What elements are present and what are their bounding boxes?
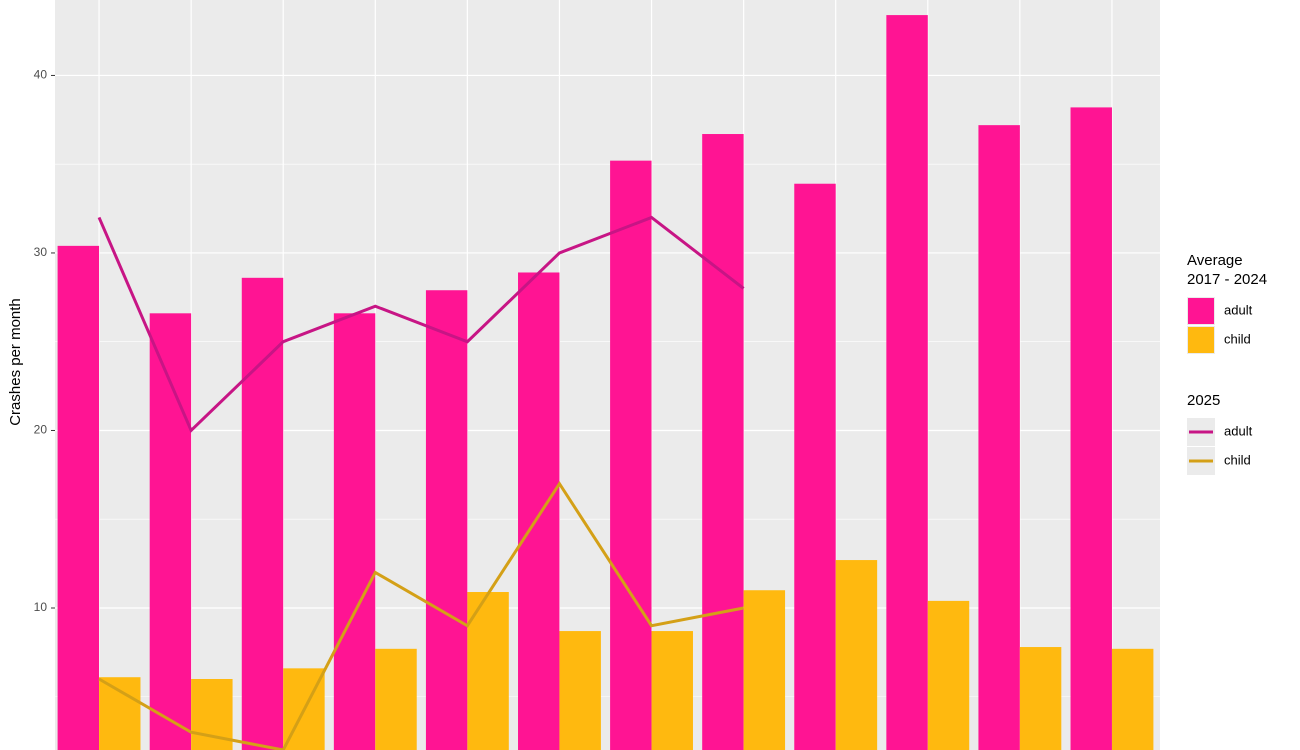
bar [1111,648,1154,750]
bar [978,125,1020,750]
bar [927,600,970,750]
bar [835,560,878,750]
bar [375,648,417,750]
legend-title: Average [1187,252,1243,269]
legend-label: child [1224,331,1251,346]
bar [559,631,601,750]
legend-title: 2017 - 2024 [1187,271,1267,288]
bar [467,592,509,750]
bar [425,290,468,750]
legend-title: 2025 [1187,392,1220,409]
bar [333,313,376,750]
bar [1019,647,1062,750]
y-tick-label: 10 [34,600,48,614]
legend-key [1188,327,1214,353]
y-tick-label: 30 [34,245,48,259]
bar [702,134,744,750]
bar [743,590,786,750]
legend-label: adult [1224,302,1253,317]
y-tick-label: 20 [34,423,48,437]
panel [55,0,1160,750]
bar [57,245,100,750]
line [98,480,744,750]
y-tick-label: 40 [34,68,48,82]
bar [99,677,141,750]
bar [886,15,928,750]
line [97,215,745,434]
bar [651,631,693,750]
legend-label: adult [1224,423,1253,438]
bar [241,277,284,750]
bar [610,160,652,750]
bar [794,183,836,750]
legend-key [1188,298,1214,324]
bar [1070,107,1112,750]
legend-label: child [1224,452,1251,467]
y-axis-title: Crashes per month [7,298,24,426]
bar [518,272,560,750]
